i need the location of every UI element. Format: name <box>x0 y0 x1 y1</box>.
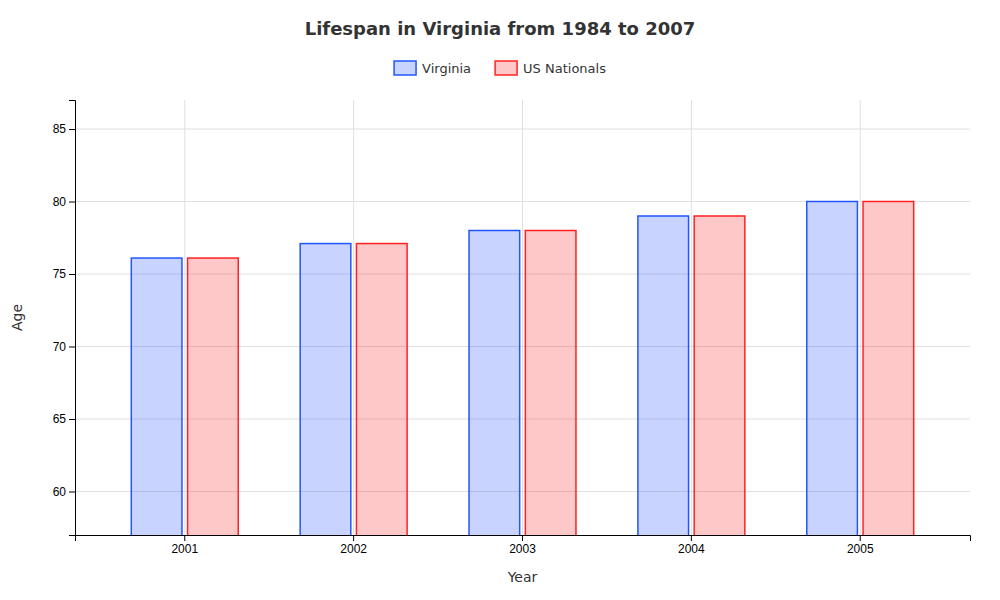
tick-label: 70 <box>53 340 67 354</box>
tick: 2005 <box>847 535 874 556</box>
tick: 60 <box>53 485 75 499</box>
tick-mark <box>69 492 75 493</box>
tick-label: 60 <box>53 485 67 499</box>
title: Lifespan in Virginia from 1984 to 2007 <box>305 18 696 39</box>
legend: Virginia US Nationals <box>394 61 606 76</box>
chart: 2001 2002 2003 2004 2005 60 65 70 75 80 85 Lifespan… <box>0 0 1000 600</box>
tick-label: 65 <box>53 412 67 426</box>
grid-line <box>522 100 523 535</box>
tick-label: 75 <box>53 267 67 281</box>
tick-mark <box>691 535 692 541</box>
legend-item: Virginia <box>394 61 471 76</box>
axis-line <box>76 536 971 542</box>
tick-label: 80 <box>53 195 67 209</box>
legend-label: Virginia <box>422 61 471 76</box>
legend-label: US Nationals <box>523 61 606 76</box>
bar <box>469 231 520 536</box>
tick-label: 2002 <box>340 542 367 556</box>
tick-mark <box>184 535 185 541</box>
series <box>131 202 857 536</box>
x-axis-title: Year <box>507 569 538 585</box>
tick: 70 <box>53 340 75 354</box>
bar <box>638 216 689 535</box>
tick-mark <box>69 129 75 130</box>
bar <box>694 216 745 535</box>
tick-label: 2005 <box>847 542 874 556</box>
tick: 2004 <box>678 535 705 556</box>
tick-mark <box>353 535 354 541</box>
tick-mark <box>69 419 75 420</box>
grid-line <box>691 100 692 535</box>
y-axis: 60 65 70 75 80 85 <box>53 101 76 536</box>
tick: 2001 <box>171 535 198 556</box>
tick: 2002 <box>340 535 367 556</box>
axis-line <box>69 101 76 536</box>
bar <box>356 244 407 535</box>
bar <box>863 202 914 536</box>
plot: 2001 2002 2003 2004 2005 60 65 70 75 80 85 <box>53 100 971 600</box>
grid-line <box>184 100 185 535</box>
tick: 85 <box>53 122 75 136</box>
grid-line <box>353 100 354 535</box>
legend-swatch <box>495 61 517 75</box>
tick-mark <box>69 274 75 275</box>
legend-swatch <box>394 61 416 75</box>
bar <box>131 258 182 535</box>
tick-mark <box>69 347 75 348</box>
tick-label: 2001 <box>171 542 198 556</box>
tick: 80 <box>53 195 75 209</box>
tick: 2003 <box>509 535 536 556</box>
tick-label: 85 <box>53 122 67 136</box>
y-axis-title: Age <box>9 304 25 331</box>
tick-mark <box>69 202 75 203</box>
bar <box>525 231 576 536</box>
tick: 65 <box>53 412 75 426</box>
tick-label: 2004 <box>678 542 705 556</box>
tick-mark <box>522 535 523 541</box>
legend-item: US Nationals <box>495 61 606 76</box>
x-axis: 2001 2002 2003 2004 2005 <box>76 535 971 556</box>
series <box>188 202 914 536</box>
tick: 75 <box>53 267 75 281</box>
bars <box>131 202 913 536</box>
bar <box>807 202 858 536</box>
bar <box>300 244 351 535</box>
grid-line <box>860 100 861 535</box>
tick-label: 2003 <box>509 542 536 556</box>
bar <box>188 258 239 535</box>
tick-mark <box>860 535 861 541</box>
